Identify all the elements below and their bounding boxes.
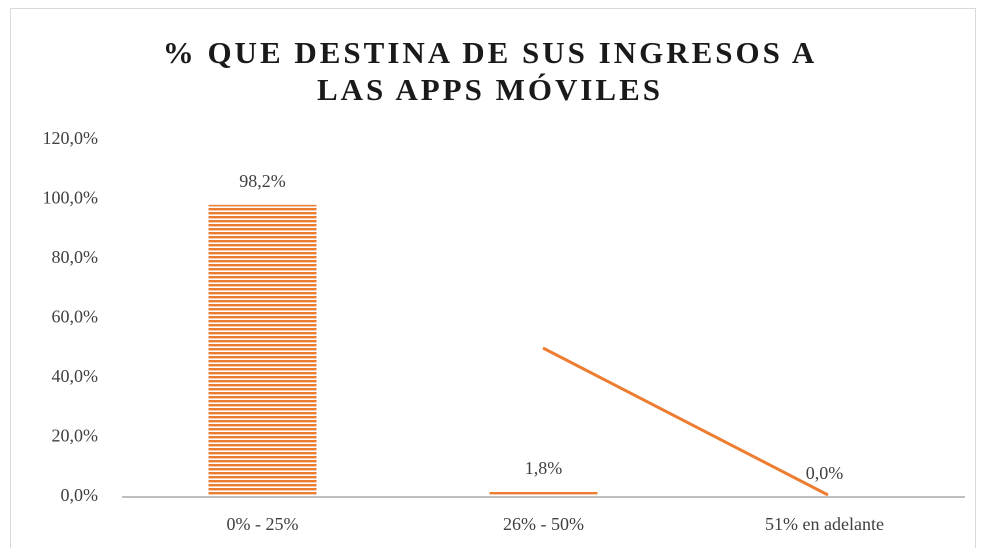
y-tick-label: 120,0% (43, 128, 99, 148)
y-tick-label: 20,0% (52, 426, 99, 446)
x-tick-label: 26% - 50% (503, 514, 584, 534)
y-tick-label: 0,0% (61, 485, 99, 505)
y-tick-label: 60,0% (52, 307, 99, 327)
decor-line (542, 346, 829, 497)
bar (489, 491, 598, 497)
x-tick-label: 0% - 25% (227, 514, 299, 534)
y-tick-label: 40,0% (52, 366, 99, 386)
chart-title: % QUE DESTINA DE SUS INGRESOS A (163, 35, 818, 70)
data-label: 98,2% (239, 171, 286, 191)
data-label: 1,8% (525, 458, 563, 478)
y-tick-label: 80,0% (52, 247, 99, 267)
x-tick-label: 51% en adelante (765, 514, 884, 534)
y-tick-label: 100,0% (43, 188, 99, 208)
data-label: 0,0% (806, 463, 844, 483)
chart-border (10, 8, 976, 548)
chart-title: LAS APPS MÓVILES (317, 72, 663, 107)
bar (208, 204, 317, 498)
